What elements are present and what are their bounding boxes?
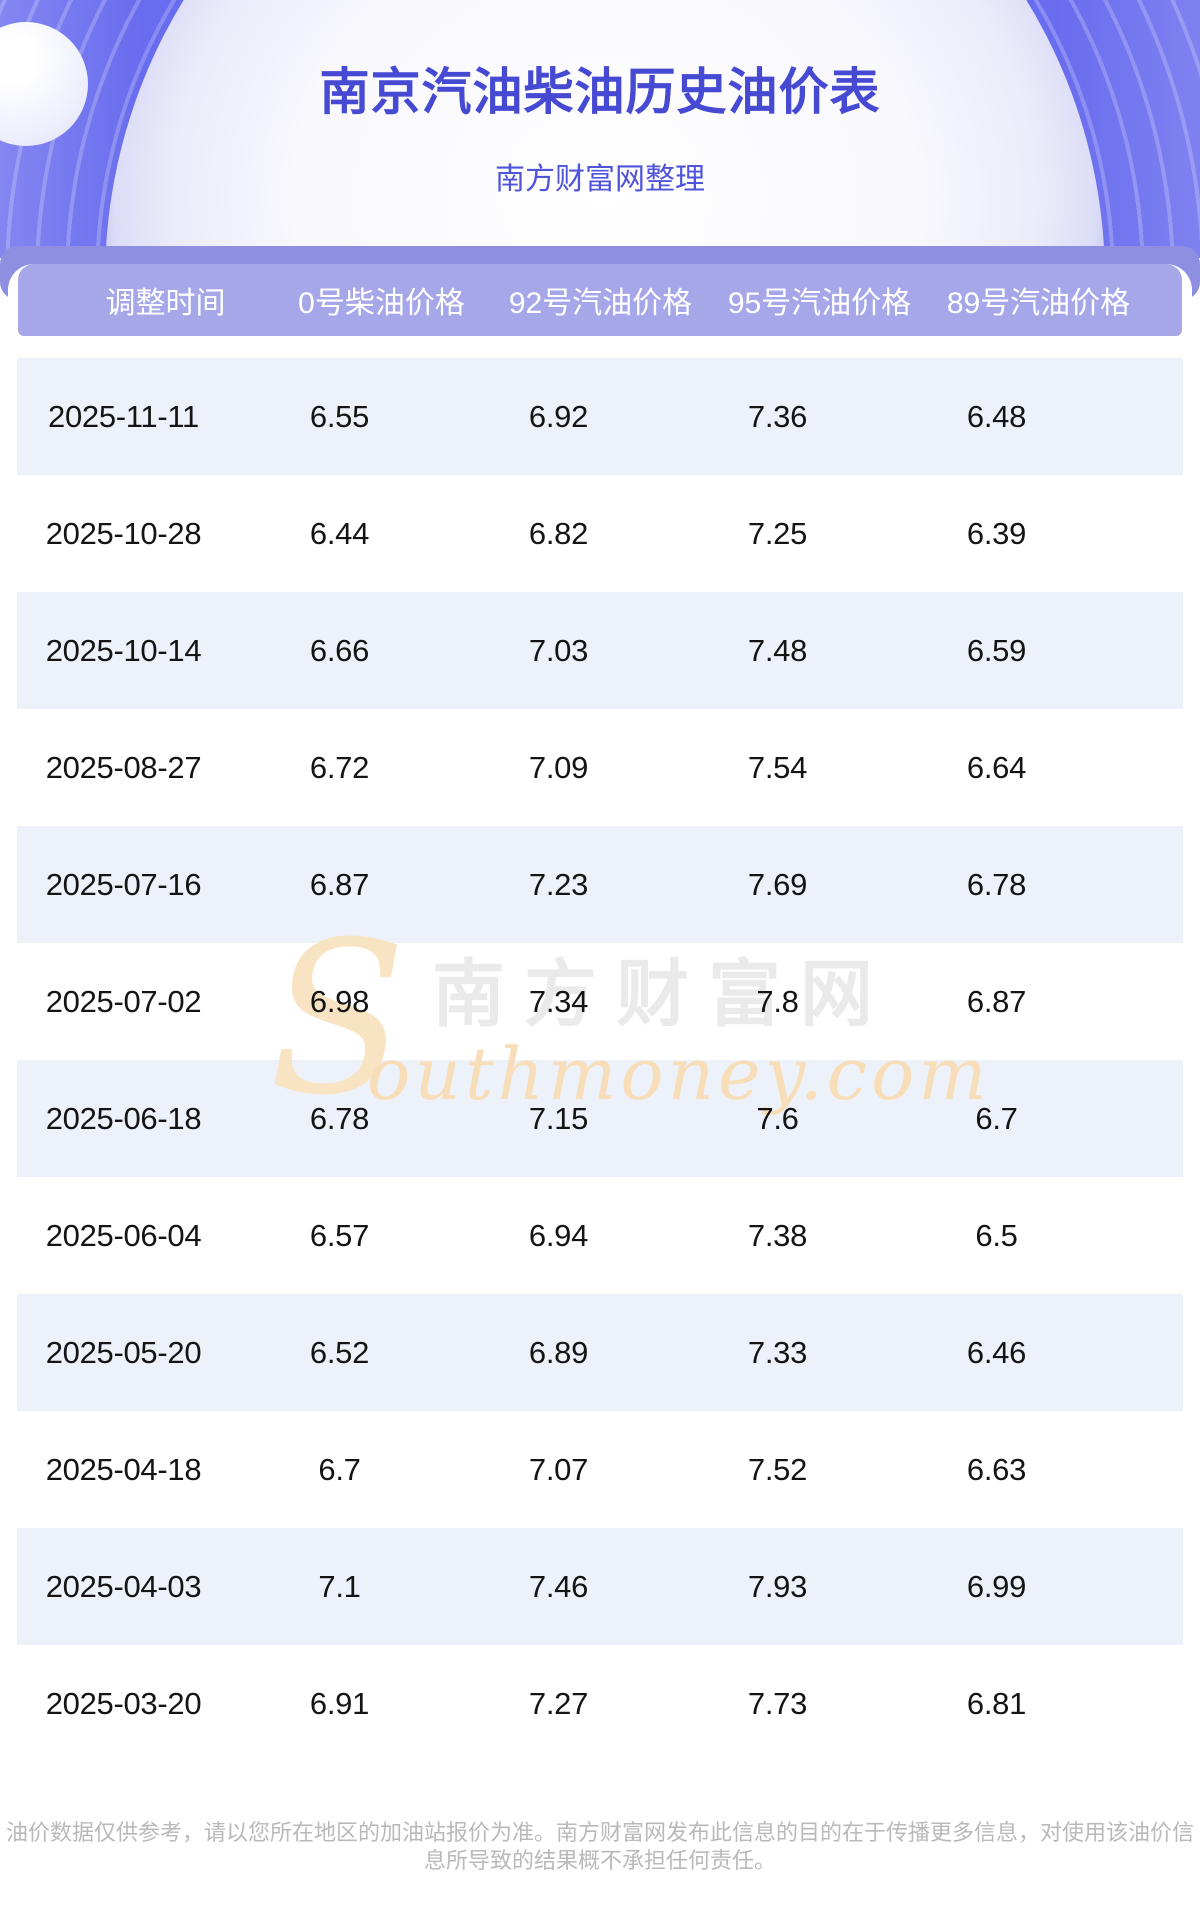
- table-card: 调整时间 0号柴油价格 92号汽油价格 95号汽油价格 89号汽油价格 S 南方财富网 …: [8, 264, 1192, 1762]
- price-cell: 7.1: [318, 1568, 361, 1604]
- table-row: 2025-03-20 6.91 7.27 7.73 6.81: [17, 1645, 1183, 1762]
- price-cell: 6.81: [966, 1685, 1027, 1721]
- price-cell: 6.7: [975, 1100, 1018, 1136]
- date-cell: 2025-04-03: [45, 1568, 202, 1604]
- date-cell: 2025-08-27: [45, 749, 202, 785]
- price-cell: 6.39: [966, 515, 1027, 551]
- price-cell: 6.52: [309, 1334, 370, 1370]
- price-cell: 6.7: [318, 1451, 361, 1487]
- page-title: 南京汽油柴油历史油价表: [319, 64, 881, 120]
- price-cell: 7.36: [747, 398, 808, 434]
- price-cell: 6.82: [528, 515, 589, 551]
- price-cell: 6.66: [309, 632, 370, 668]
- price-cell: 7.09: [528, 749, 589, 785]
- table-row: 2025-10-14 6.66 7.03 7.48 6.59: [17, 592, 1183, 709]
- price-cell: 7.54: [747, 749, 808, 785]
- table-row: 2025-05-20 6.52 6.89 7.33 6.46: [17, 1294, 1183, 1411]
- page-subtitle: 南方财富网整理: [495, 163, 705, 196]
- price-cell: 6.87: [966, 983, 1027, 1019]
- table-header-row: 调整时间 0号柴油价格 92号汽油价格 95号汽油价格 89号汽油价格: [59, 278, 1182, 322]
- table-row: 2025-07-02 6.98 7.34 7.8 6.87: [17, 943, 1183, 1060]
- price-cell: 7.69: [747, 866, 808, 902]
- price-cell: 6.92: [528, 398, 589, 434]
- price-cell: 6.5: [975, 1217, 1018, 1253]
- price-cell: 7.27: [528, 1685, 589, 1721]
- price-cell: 7.8: [756, 983, 799, 1019]
- column-header: 95号汽油价格: [727, 287, 912, 320]
- date-cell: 2025-10-14: [45, 632, 202, 668]
- price-cell: 7.46: [528, 1568, 589, 1604]
- price-cell: 6.98: [309, 983, 370, 1019]
- date-cell: 2025-04-18: [45, 1451, 202, 1487]
- hero-white-ellipse: [105, 0, 1105, 258]
- price-cell: 6.57: [309, 1217, 370, 1253]
- date-cell: 2025-10-28: [45, 515, 202, 551]
- price-cell: 7.52: [747, 1451, 808, 1487]
- price-cell: 6.87: [309, 866, 370, 902]
- price-cell: 7.38: [747, 1217, 808, 1253]
- date-cell: 2025-05-20: [45, 1334, 202, 1370]
- price-cell: 7.23: [528, 866, 589, 902]
- date-cell: 2025-06-04: [45, 1217, 202, 1253]
- table-row: 2025-06-18 6.78 7.15 7.6 6.7: [17, 1060, 1183, 1177]
- column-header: 92号汽油价格: [508, 287, 693, 320]
- hero-banner: 南京汽油柴油历史油价表 南方财富网整理: [0, 0, 1200, 258]
- price-cell: 6.44: [309, 515, 370, 551]
- price-cell: 7.73: [747, 1685, 808, 1721]
- price-cell: 6.55: [309, 398, 370, 434]
- price-cell: 6.64: [966, 749, 1027, 785]
- price-cell: 7.07: [528, 1451, 589, 1487]
- table-row: 2025-10-28 6.44 6.82 7.25 6.39: [17, 475, 1183, 592]
- table-header-bar: 调整时间 0号柴油价格 92号汽油价格 95号汽油价格 89号汽油价格: [18, 264, 1182, 336]
- column-header: 0号柴油价格: [298, 287, 465, 320]
- date-cell: 2025-03-20: [45, 1685, 202, 1721]
- column-header: 89号汽油价格: [946, 287, 1131, 320]
- price-cell: 7.6: [756, 1100, 799, 1136]
- table-row: 2025-04-18 6.7 7.07 7.52 6.63: [17, 1411, 1183, 1528]
- price-cell: 7.03: [528, 632, 589, 668]
- table-row: 2025-08-27 6.72 7.09 7.54 6.64: [17, 709, 1183, 826]
- price-cell: 6.46: [966, 1334, 1027, 1370]
- date-cell: 2025-07-02: [45, 983, 202, 1019]
- price-cell: 7.25: [747, 515, 808, 551]
- price-cell: 6.89: [528, 1334, 589, 1370]
- price-cell: 7.15: [528, 1100, 589, 1136]
- table-row: 2025-06-04 6.57 6.94 7.38 6.5: [17, 1177, 1183, 1294]
- price-cell: 7.93: [747, 1568, 808, 1604]
- price-cell: 7.34: [528, 983, 589, 1019]
- column-header: 调整时间: [105, 287, 226, 320]
- price-cell: 6.63: [966, 1451, 1027, 1487]
- price-cell: 7.48: [747, 632, 808, 668]
- price-cell: 6.94: [528, 1217, 589, 1253]
- price-cell: 6.72: [309, 749, 370, 785]
- date-cell: 2025-06-18: [45, 1100, 202, 1136]
- date-cell: 2025-11-11: [48, 398, 199, 434]
- table-row: 2025-07-16 6.87 7.23 7.69 6.78: [17, 826, 1183, 943]
- table-row: 2025-11-11 6.55 6.92 7.36 6.48: [17, 358, 1183, 475]
- price-cell: 6.99: [966, 1568, 1027, 1604]
- table-row: 2025-04-03 7.1 7.46 7.93 6.99: [17, 1528, 1183, 1645]
- date-cell: 2025-07-16: [45, 866, 202, 902]
- footer-disclaimer: 油价数据仅供参考，请以您所在地区的加油站报价为准。南方财富网发布此信息的目的在于…: [5, 1820, 1194, 1873]
- price-cell: 6.59: [966, 632, 1027, 668]
- price-cell: 6.48: [966, 398, 1027, 434]
- price-cell: 6.78: [966, 866, 1027, 902]
- price-cell: 6.78: [309, 1100, 370, 1136]
- table-body: S 南方财富网 outhmoney.com 2025-11-11 6.55 6.92…: [17, 358, 1183, 1762]
- price-cell: 7.33: [747, 1334, 808, 1370]
- table-section: 调整时间 0号柴油价格 92号汽油价格 95号汽油价格 89号汽油价格 S 南方财富网 …: [0, 246, 1200, 1762]
- price-cell: 6.91: [309, 1685, 370, 1721]
